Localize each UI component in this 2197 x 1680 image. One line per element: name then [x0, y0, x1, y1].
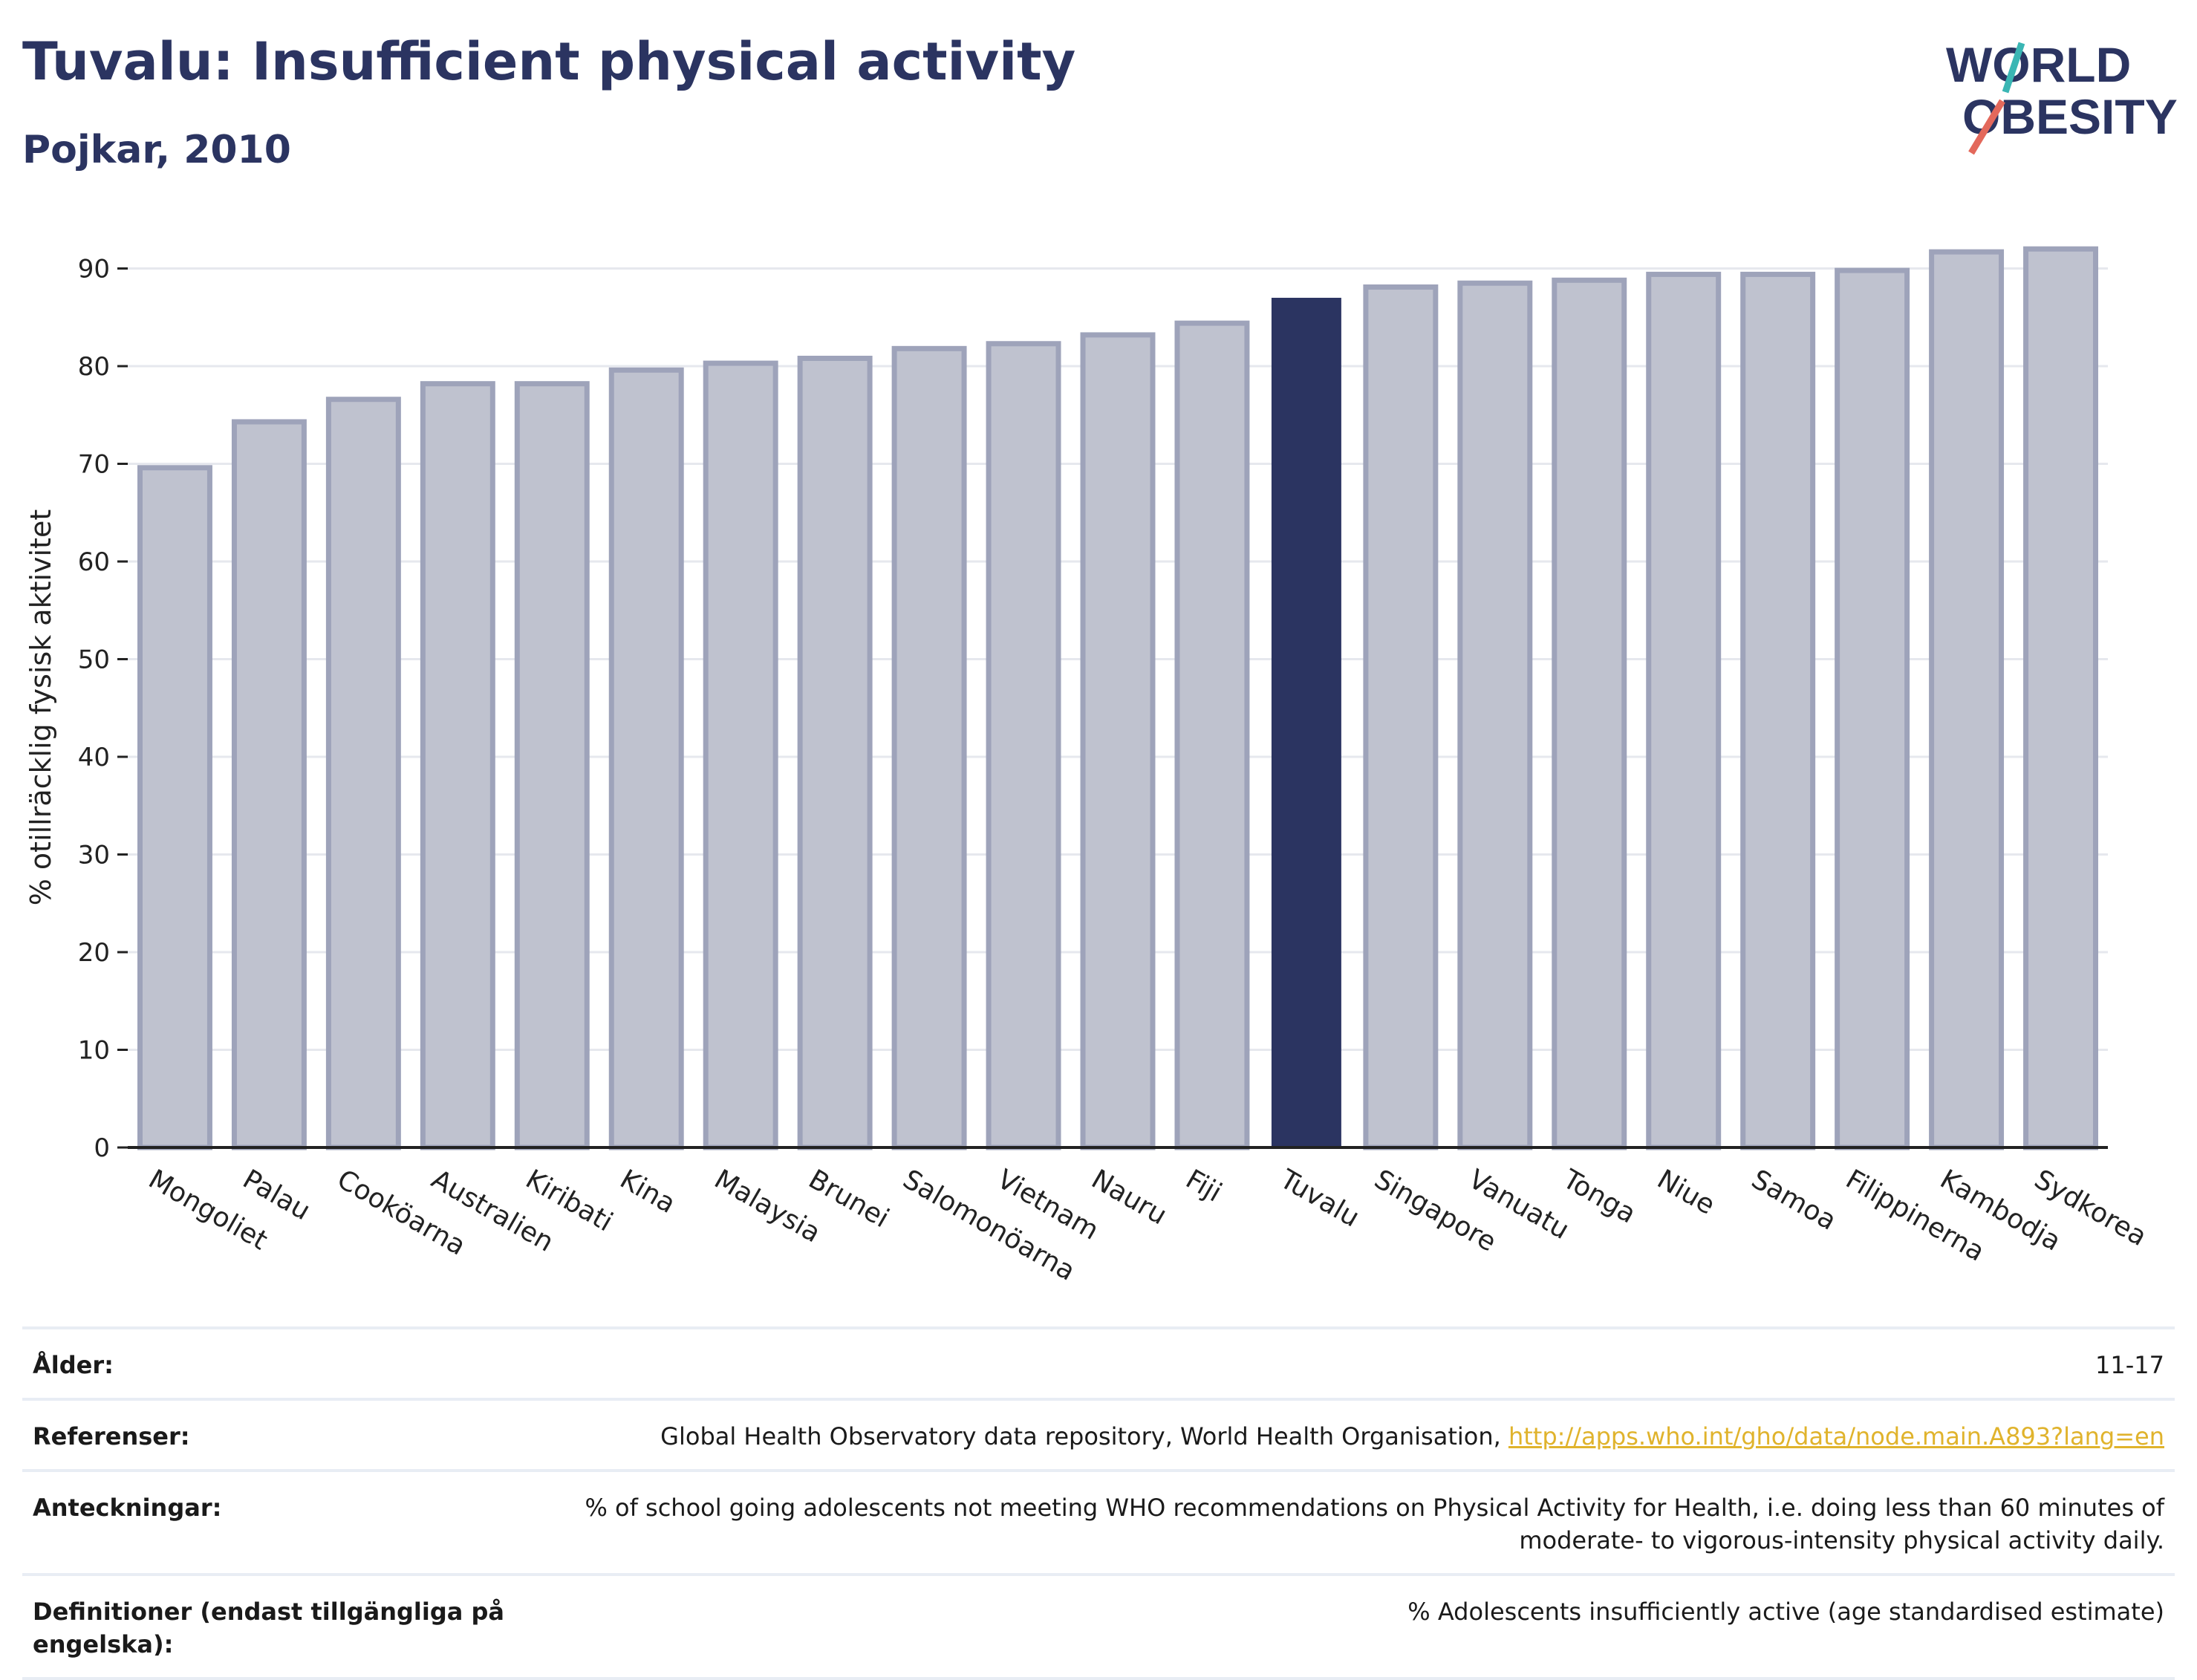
bar [797, 355, 873, 1150]
meta-row-notes: Anteckningar: % of school going adolesce… [22, 1469, 2175, 1573]
bar [1929, 249, 2005, 1150]
bar [1552, 277, 1627, 1150]
bar [891, 345, 967, 1150]
bar [2023, 246, 2098, 1150]
meta-value-references: Global Health Observatory data repositor… [508, 1420, 2164, 1453]
x-tick-label: Niue [1652, 1164, 1719, 1220]
meta-row-age: Ålder: 11-17 [22, 1326, 2175, 1398]
meta-label-notes: Anteckningar: [33, 1494, 222, 1522]
x-tick-label: Kina [615, 1164, 680, 1220]
y-tick-label: 0 [94, 1133, 110, 1163]
bar [137, 465, 212, 1150]
y-tick-label: 70 [78, 450, 110, 480]
meta-label-definitions: Definitioner (endast tillgängliga på eng… [33, 1595, 508, 1661]
y-tick-label: 60 [78, 547, 110, 577]
bar-highlighted [1271, 297, 1341, 1148]
bar [420, 381, 495, 1150]
bar [231, 419, 307, 1150]
y-tick-label: 10 [78, 1036, 110, 1066]
y-tick-label: 20 [78, 938, 110, 968]
world-obesity-logo: WORLD OBESITY [1946, 37, 2178, 155]
logo-text-obesity: OBESITY [1962, 89, 2178, 144]
bar [325, 397, 401, 1150]
bar [1080, 332, 1156, 1150]
x-tick-label: Fiji [1180, 1164, 1226, 1208]
y-tick-label: 80 [78, 352, 110, 382]
bar [986, 341, 1061, 1150]
meta-value-definitions: % Adolescents insufficiently active (age… [1407, 1598, 2164, 1626]
meta-label-age: Ålder: [33, 1351, 114, 1379]
definitions-label-line-1: Definitioner (endast tillgängliga på [33, 1598, 504, 1626]
meta-value-age: 11-17 [2095, 1351, 2164, 1379]
bar [1740, 271, 1816, 1150]
logo-slash-bottom [1968, 99, 2005, 155]
meta-row-definitions: Definitioner (endast tillgängliga på eng… [22, 1573, 2175, 1680]
logo-slash-top [2002, 42, 2025, 94]
y-axis-label: % otillräcklig fysisk aktivitet [25, 509, 57, 906]
meta-row-references: Referenser: Global Health Observatory da… [22, 1398, 2175, 1469]
meta-label-references: Referenser: [33, 1422, 190, 1451]
bar [608, 367, 684, 1150]
notes-line-1: % of school going adolescents not meetin… [585, 1494, 2164, 1522]
y-tick-label: 90 [78, 255, 110, 284]
y-tick-label: 30 [78, 841, 110, 870]
notes-line-2: moderate- to vigorous-intensity physical… [1519, 1526, 2164, 1554]
y-tick-label: 50 [78, 645, 110, 675]
bar-chart: 0 10 20 30 40 50 60 70 80 90 % otillräcklig fysisk… [25, 246, 2152, 1287]
references-text: Global Health Observatory data repositor… [660, 1422, 1508, 1451]
bar [514, 381, 590, 1150]
definitions-label-line-2: engelska): [33, 1630, 174, 1658]
y-tick-label: 40 [78, 743, 110, 772]
chart-title: Tuvalu: Insufficient physical activity [22, 31, 1076, 92]
bar [1835, 267, 1910, 1150]
bar [1457, 280, 1533, 1150]
bar [1646, 271, 1722, 1150]
x-tick-label: Malaysia [709, 1164, 826, 1248]
meta-value-notes: % of school going adolescents not meetin… [508, 1491, 2164, 1557]
references-link[interactable]: http://apps.who.int/gho/data/node.main.A… [1508, 1422, 2164, 1451]
chart-subtitle: Pojkar, 2010 [22, 128, 291, 172]
bar [1174, 320, 1250, 1150]
bar [703, 360, 778, 1150]
logo-text-world: WORLD [1946, 37, 2131, 92]
bar [1363, 284, 1439, 1150]
x-tick-label: Tuvalu [1275, 1164, 1364, 1234]
metadata-table: Ålder: 11-17 Referenser: Global Health O… [22, 1326, 2175, 1680]
x-tick-label: Samoa [1746, 1164, 1841, 1237]
